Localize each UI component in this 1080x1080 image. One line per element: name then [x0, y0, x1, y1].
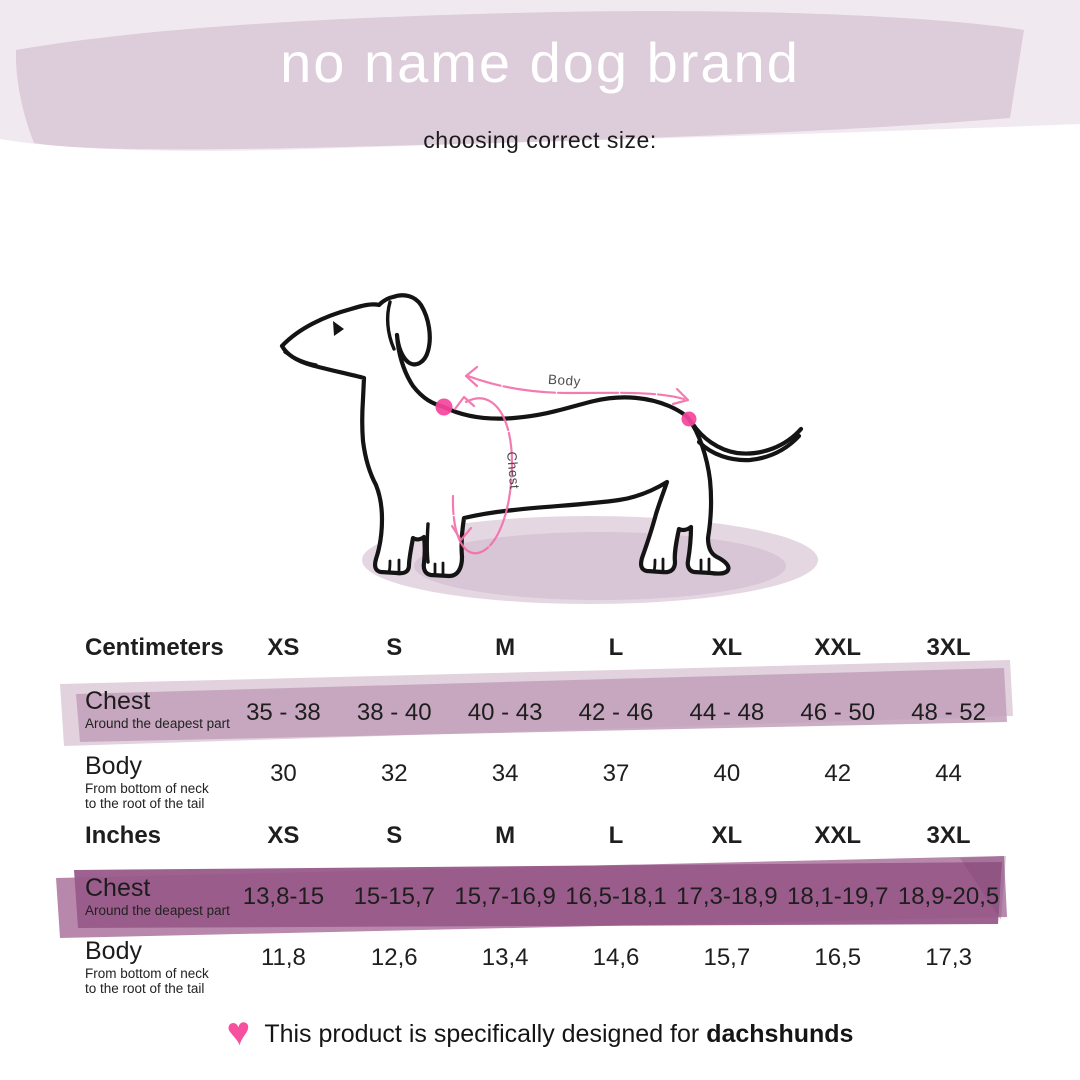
table-cell: 46 - 50	[800, 699, 876, 726]
size-header: L	[608, 634, 624, 661]
table-cell: 18,9-20,5	[897, 883, 1000, 910]
footer-note: ♥ This product is specifically designed …	[0, 1009, 1080, 1056]
table-cell: 15,7-16,9	[454, 883, 556, 910]
cm-chest-row-label: Chest Around the deapest part	[85, 687, 230, 731]
table-cell: 14,6	[592, 944, 640, 971]
table-cell: 12,6	[370, 944, 418, 971]
size-header: 3XL	[926, 634, 971, 661]
table-cell: 13,8-15	[242, 883, 325, 910]
size-header: XXL	[814, 634, 862, 661]
brand-title: no name dog brand	[280, 31, 800, 94]
table-cell: 40	[713, 760, 741, 787]
table-cell: 48 - 52	[911, 699, 986, 726]
inches-unit-label: Inches	[85, 822, 162, 849]
dog-mouth-line	[283, 350, 318, 367]
inches-body-row-label: Body From bottom of neck to the root of …	[85, 937, 209, 996]
dog-tail-lower	[696, 433, 802, 463]
dog-toe-lines	[387, 557, 711, 577]
table-cell: 15-15,7	[353, 883, 435, 910]
inches-chest-values-row: 13,8-15 15-15,7 15,7-16,9 16,5-18,1 17,3…	[228, 882, 1004, 912]
neck-point-dot	[435, 398, 453, 416]
body-measure-label: Body	[548, 372, 582, 389]
table-cell: 17,3-18,9	[676, 883, 778, 910]
table-cell: 37	[602, 760, 630, 787]
size-header: XS	[267, 822, 300, 849]
dog-front-leg-line	[425, 522, 430, 564]
chest-measure-ellipse	[451, 397, 514, 555]
chest-arrow-bottom	[450, 524, 473, 542]
table-cell: 30	[270, 760, 297, 787]
size-header: M	[495, 634, 516, 661]
footer-text: This product is specifically designed fo…	[264, 1020, 853, 1049]
cm-unit-label: Centimeters	[85, 634, 224, 661]
size-header: XL	[711, 822, 743, 849]
table-cell: 44 - 48	[689, 699, 765, 726]
table-cell: 35 - 38	[246, 699, 321, 726]
page-subtitle: choosing correct size:	[423, 127, 657, 153]
table-cell: 11,8	[260, 944, 306, 971]
table-cell: 13,4	[481, 944, 529, 971]
cm-body-values-row: 30 32 34 37 40 42 44	[228, 759, 1004, 789]
body-arrow-left	[464, 365, 479, 388]
table-cell: 16,5	[814, 944, 862, 971]
header-band-shape	[15, 11, 1025, 150]
table-cell: 42 - 46	[578, 699, 654, 726]
size-header: M	[495, 822, 516, 849]
body-measure-curve	[466, 374, 686, 401]
size-header: S	[386, 634, 403, 661]
chest-arrow-top	[453, 395, 476, 411]
inches-size-header-row: XS S M L XL XXL 3XL	[228, 821, 1004, 851]
dog-tail-upper	[689, 420, 804, 456]
size-header: 3XL	[926, 822, 971, 849]
size-header: XS	[267, 634, 300, 661]
table-cell: 44	[935, 760, 962, 787]
table-cell: 17,3	[925, 944, 972, 971]
chest-measure-label: Chest	[504, 451, 522, 490]
body-arrow-right	[671, 387, 690, 406]
inches-chest-highlight-band	[56, 856, 1007, 938]
size-header: S	[386, 822, 403, 849]
cm-size-header-row: XS S M L XL XXL 3XL	[228, 633, 1004, 663]
size-header: XXL	[814, 822, 862, 849]
size-header: XL	[711, 634, 743, 661]
table-cell: 42	[824, 760, 852, 787]
dog-eye	[333, 321, 344, 336]
heart-icon: ♥	[224, 1009, 252, 1055]
table-cell: 15,7	[703, 944, 751, 971]
tail-point-dot	[681, 411, 697, 427]
footer-text-prefix: This product is specifically designed fo…	[264, 1019, 707, 1048]
footer-text-bold: dachshunds	[706, 1019, 854, 1048]
table-cell: 32	[380, 760, 408, 787]
table-cell: 34	[491, 760, 519, 787]
table-cell: 38 - 40	[356, 699, 432, 726]
table-cell: 18,1-19,7	[787, 883, 889, 910]
table-cell: 40 - 43	[467, 699, 543, 726]
inches-body-values-row: 11,8 12,6 13,4 14,6 15,7 16,5 17,3	[228, 943, 1004, 973]
cm-body-row-label: Body From bottom of neck to the root of …	[85, 752, 209, 811]
inches-chest-row-label: Chest Around the deapest part	[85, 874, 230, 918]
dog-ear-inner-line	[385, 300, 396, 351]
cm-chest-highlight-band	[60, 660, 1013, 746]
table-cell: 16,5-18,1	[565, 883, 667, 910]
measurement-annotations	[435, 365, 697, 555]
cm-chest-values-row: 35 - 38 38 - 40 40 - 43 42 - 46 44 - 48 …	[228, 698, 1004, 728]
dachshund-illustration	[279, 293, 804, 579]
size-header: L	[608, 822, 624, 849]
